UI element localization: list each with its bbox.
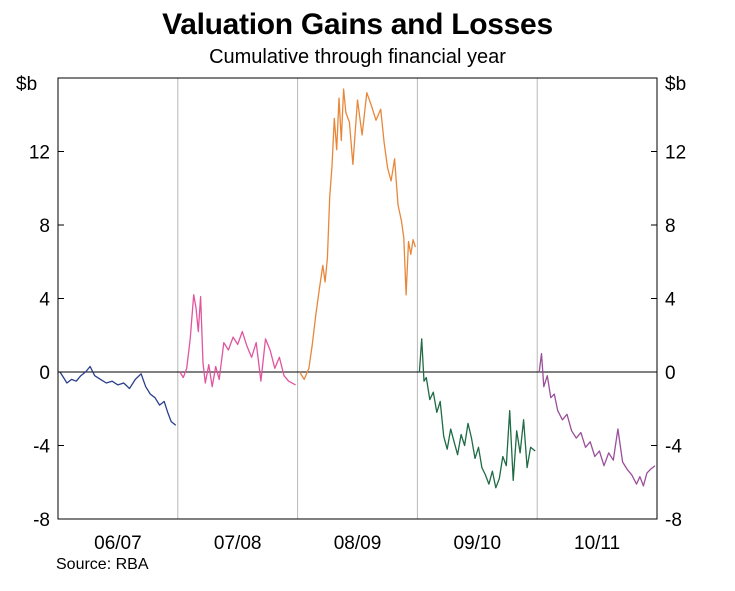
grid-layer bbox=[58, 78, 657, 519]
x-category-label-2: 08/09 bbox=[334, 533, 382, 554]
y-axis-unit-right: $b bbox=[665, 74, 687, 95]
x-category-label-4: 10/11 bbox=[574, 533, 620, 554]
y-tick-label-right-3: 0 bbox=[665, 363, 676, 384]
y-tick-label-left-5: -8 bbox=[33, 510, 50, 531]
x-category-label-3: 09/10 bbox=[454, 533, 502, 554]
y-tick-label-left-3: 0 bbox=[39, 363, 50, 384]
series-line-06-07 bbox=[59, 365, 177, 426]
y-axis-unit-left: $b bbox=[16, 74, 38, 95]
series-line-10-11 bbox=[538, 352, 656, 487]
series-line-08-09 bbox=[299, 88, 417, 381]
y-tick-label-left-1: 8 bbox=[39, 216, 50, 237]
y-tick-label-left-4: -4 bbox=[33, 437, 50, 458]
y-tick-label-right-1: 8 bbox=[665, 216, 676, 237]
y-tick-label-right-5: -8 bbox=[665, 510, 682, 531]
x-category-label-1: 07/08 bbox=[214, 533, 262, 554]
x-category-label-0: 06/07 bbox=[94, 533, 142, 554]
series-layer bbox=[59, 88, 656, 489]
series-line-09-10 bbox=[418, 338, 536, 489]
source-note: Source: RBA bbox=[56, 556, 149, 573]
plot-frame bbox=[57, 77, 658, 520]
chart-subtitle: Cumulative through financial year bbox=[209, 46, 506, 68]
y-tick-label-right-4: -4 bbox=[665, 437, 682, 458]
y-tick-label-right-2: 4 bbox=[665, 290, 676, 311]
chart-title: Valuation Gains and Losses bbox=[162, 8, 553, 41]
y-tick-label-right-0: 12 bbox=[665, 143, 686, 164]
y-tick-label-left-2: 4 bbox=[39, 290, 50, 311]
axis-layer: 12 12 8 8 4 4 0 0 -4 -4 -8 -8 06/07 07/08 08/09 09/10 10… bbox=[29, 77, 686, 554]
series-line-07-08 bbox=[179, 294, 296, 388]
y-tick-label-left-0: 12 bbox=[29, 143, 50, 164]
